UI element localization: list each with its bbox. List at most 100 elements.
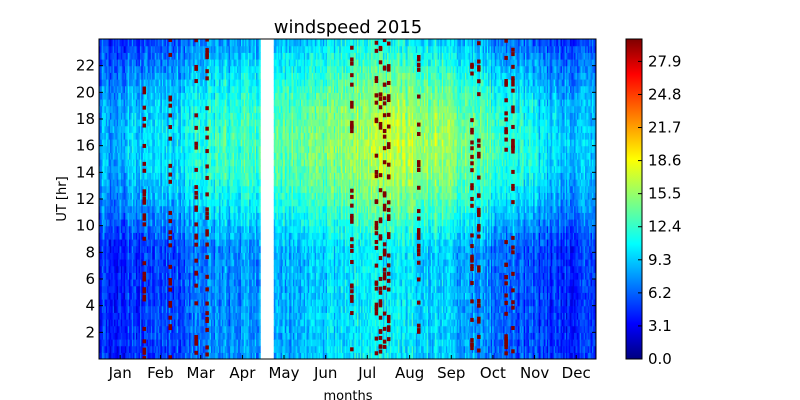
heatmap-cell bbox=[105, 59, 108, 67]
heatmap-cell bbox=[111, 205, 114, 213]
heatmap-cell bbox=[115, 352, 118, 359]
heatmap-cell bbox=[108, 279, 111, 287]
heatmap-cell bbox=[105, 165, 108, 173]
heatmap-cell bbox=[123, 85, 126, 93]
heatmap-cell bbox=[137, 165, 140, 173]
heatmap-cell bbox=[99, 52, 101, 60]
heatmap-cell bbox=[101, 305, 104, 313]
heatmap-cell bbox=[105, 52, 108, 60]
heatmap-cell bbox=[115, 92, 118, 100]
heatmap-cell bbox=[126, 205, 129, 213]
heatmap-cell bbox=[120, 52, 123, 60]
heatmap-cell bbox=[134, 292, 137, 300]
heatmap-cell bbox=[101, 145, 104, 153]
heatmap-cell bbox=[135, 245, 138, 253]
heatmap-cell bbox=[119, 245, 122, 253]
heatmap-cell bbox=[130, 265, 133, 273]
heatmap-cell bbox=[141, 299, 144, 307]
heatmap-cell bbox=[134, 319, 137, 327]
heatmap-cell bbox=[100, 339, 103, 347]
heatmap-cell bbox=[101, 205, 104, 213]
heatmap-cell bbox=[122, 145, 125, 153]
heatmap-cell bbox=[109, 112, 112, 120]
heatmap-cell bbox=[116, 125, 119, 133]
heatmap-cell bbox=[123, 319, 126, 327]
heatmap-cell bbox=[104, 72, 107, 80]
heatmap-cell bbox=[126, 145, 129, 153]
heatmap-cell bbox=[115, 345, 118, 353]
heatmap-cell bbox=[124, 312, 127, 320]
heatmap-cell bbox=[112, 345, 115, 353]
heatmap-cell bbox=[103, 52, 106, 60]
heatmap-cell bbox=[122, 312, 125, 320]
heatmap-cell bbox=[108, 59, 111, 67]
heatmap-cell bbox=[123, 219, 126, 227]
heatmap-cell bbox=[124, 145, 127, 153]
heatmap-cell bbox=[100, 319, 103, 327]
heatmap-cell bbox=[105, 312, 108, 320]
heatmap-cell bbox=[134, 305, 137, 313]
heatmap-cell bbox=[124, 52, 127, 60]
heatmap-cell bbox=[114, 272, 116, 280]
heatmap-cell bbox=[127, 159, 130, 167]
heatmap-cell bbox=[99, 79, 101, 87]
heatmap-cell bbox=[101, 179, 104, 187]
heatmap-cell bbox=[130, 325, 133, 333]
heatmap-cell bbox=[120, 125, 123, 133]
heatmap-cell bbox=[118, 225, 121, 233]
heatmap-cell bbox=[130, 145, 133, 153]
heatmap-cell bbox=[133, 272, 136, 280]
heatmap-cell bbox=[112, 265, 115, 273]
heatmap-cell bbox=[139, 272, 142, 280]
heatmap-cell bbox=[115, 219, 118, 227]
heatmap-cell bbox=[123, 339, 126, 347]
heatmap-cell bbox=[139, 179, 142, 187]
heatmap-cell bbox=[124, 92, 127, 100]
heatmap-cell bbox=[108, 245, 111, 253]
heatmap-cell bbox=[129, 332, 132, 340]
heatmap-cell bbox=[111, 139, 114, 147]
heatmap-cell bbox=[101, 352, 104, 359]
heatmap-cell bbox=[139, 205, 142, 213]
heatmap-cell bbox=[129, 179, 132, 187]
heatmap-cell bbox=[135, 199, 138, 207]
heatmap-cell bbox=[124, 192, 127, 200]
heatmap-cell bbox=[99, 265, 101, 273]
heatmap-cell bbox=[122, 112, 125, 120]
heatmap-cell bbox=[131, 225, 134, 233]
heatmap-cell bbox=[129, 212, 132, 220]
heatmap-cell bbox=[130, 332, 133, 340]
heatmap-cell bbox=[123, 245, 126, 253]
heatmap-cell bbox=[137, 92, 140, 100]
heatmap-cell bbox=[139, 152, 142, 160]
heatmap-cell bbox=[133, 232, 136, 240]
heatmap-cell bbox=[127, 85, 130, 93]
heatmap-cell bbox=[101, 272, 104, 280]
heatmap-cell bbox=[108, 132, 111, 140]
heatmap-cell bbox=[131, 139, 134, 147]
heatmap-cell bbox=[115, 325, 118, 333]
heatmap-cell bbox=[133, 312, 136, 320]
heatmap-cell bbox=[116, 92, 119, 100]
heatmap-cell bbox=[99, 185, 101, 193]
heatmap-cell bbox=[103, 319, 106, 327]
heatmap-cell bbox=[129, 152, 132, 160]
heatmap-cell bbox=[108, 312, 111, 320]
heatmap-cell bbox=[112, 259, 115, 267]
heatmap-cell bbox=[133, 192, 136, 200]
heatmap-cell bbox=[100, 192, 103, 200]
heatmap-cell bbox=[114, 85, 116, 93]
heatmap-cell bbox=[111, 85, 114, 93]
heatmap-cell bbox=[118, 279, 121, 287]
heatmap-cell bbox=[131, 172, 134, 180]
heatmap-cell bbox=[105, 345, 108, 353]
heatmap-cell bbox=[131, 192, 134, 200]
heatmap-cell bbox=[101, 39, 104, 47]
heatmap-cell bbox=[100, 225, 103, 233]
heatmap-cell bbox=[139, 145, 142, 153]
heatmap-cell bbox=[107, 165, 110, 173]
heatmap-cell bbox=[105, 252, 108, 260]
heatmap-cell bbox=[123, 45, 126, 53]
heatmap-cell bbox=[108, 305, 111, 313]
heatmap-cell bbox=[99, 285, 101, 293]
